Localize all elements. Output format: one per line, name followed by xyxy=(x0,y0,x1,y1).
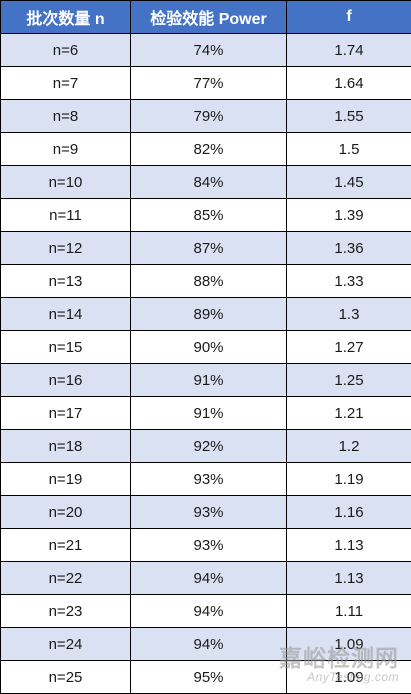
table-row: n=19 93% 1.19 xyxy=(0,462,411,496)
cell-power: 74% xyxy=(130,33,287,67)
cell-power: 88% xyxy=(130,264,287,298)
cell-batch-count: n=7 xyxy=(0,66,131,100)
cell-f: 1.5 xyxy=(286,132,411,166)
table-row: n=14 89% 1.3 xyxy=(0,297,411,331)
table-row: n=21 93% 1.13 xyxy=(0,528,411,562)
table-row: n=23 94% 1.11 xyxy=(0,594,411,628)
table-row: n=12 87% 1.36 xyxy=(0,231,411,265)
cell-power: 91% xyxy=(130,396,287,430)
cell-f: 1.11 xyxy=(286,594,411,628)
table-row: n=8 79% 1.55 xyxy=(0,99,411,133)
cell-f: 1.19 xyxy=(286,462,411,496)
cell-f: 1.27 xyxy=(286,330,411,364)
table-row: n=24 94% 1.09 xyxy=(0,627,411,661)
cell-power: 89% xyxy=(130,297,287,331)
cell-batch-count: n=6 xyxy=(0,33,131,67)
cell-power: 94% xyxy=(130,561,287,595)
cell-f: 1.45 xyxy=(286,165,411,199)
cell-batch-count: n=11 xyxy=(0,198,131,232)
table-row: n=11 85% 1.39 xyxy=(0,198,411,232)
cell-power: 94% xyxy=(130,594,287,628)
cell-batch-count: n=13 xyxy=(0,264,131,298)
header-row: 批次数量 n 检验效能 Power f xyxy=(0,0,411,34)
cell-f: 1.36 xyxy=(286,231,411,265)
cell-f: 1.21 xyxy=(286,396,411,430)
cell-power: 90% xyxy=(130,330,287,364)
cell-power: 93% xyxy=(130,528,287,562)
cell-power: 77% xyxy=(130,66,287,100)
cell-batch-count: n=8 xyxy=(0,99,131,133)
header-power: 检验效能 Power xyxy=(130,0,287,34)
cell-batch-count: n=23 xyxy=(0,594,131,628)
header-f: f xyxy=(286,0,411,34)
cell-batch-count: n=19 xyxy=(0,462,131,496)
table-row: n=15 90% 1.27 xyxy=(0,330,411,364)
cell-power: 91% xyxy=(130,363,287,397)
cell-batch-count: n=16 xyxy=(0,363,131,397)
cell-f: 1.64 xyxy=(286,66,411,100)
table-row: n=9 82% 1.5 xyxy=(0,132,411,166)
table-row: n=10 84% 1.45 xyxy=(0,165,411,199)
cell-power: 95% xyxy=(130,660,287,694)
cell-f: 1.25 xyxy=(286,363,411,397)
cell-f: 1.3 xyxy=(286,297,411,331)
table-body: n=6 74% 1.74 n=7 77% 1.64 n=8 79% 1.55 n=9 82% 1.5 n… xyxy=(0,33,411,694)
cell-batch-count: n=17 xyxy=(0,396,131,430)
cell-batch-count: n=14 xyxy=(0,297,131,331)
table-row: n=18 92% 1.2 xyxy=(0,429,411,463)
cell-f: 1.55 xyxy=(286,99,411,133)
cell-power: 82% xyxy=(130,132,287,166)
table-row: n=6 74% 1.74 xyxy=(0,33,411,67)
cell-batch-count: n=25 xyxy=(0,660,131,694)
table-row: n=25 95% 1.09 xyxy=(0,660,411,694)
cell-batch-count: n=12 xyxy=(0,231,131,265)
table-row: n=17 91% 1.21 xyxy=(0,396,411,430)
cell-f: 1.2 xyxy=(286,429,411,463)
cell-f: 1.09 xyxy=(286,660,411,694)
table-row: n=20 93% 1.16 xyxy=(0,495,411,529)
cell-batch-count: n=18 xyxy=(0,429,131,463)
cell-batch-count: n=9 xyxy=(0,132,131,166)
cell-f: 1.74 xyxy=(286,33,411,67)
table-row: n=22 94% 1.13 xyxy=(0,561,411,595)
cell-power: 94% xyxy=(130,627,287,661)
cell-batch-count: n=20 xyxy=(0,495,131,529)
cell-power: 84% xyxy=(130,165,287,199)
cell-power: 85% xyxy=(130,198,287,232)
table-row: n=13 88% 1.33 xyxy=(0,264,411,298)
cell-f: 1.39 xyxy=(286,198,411,232)
header-batch-count: 批次数量 n xyxy=(0,0,131,34)
cell-batch-count: n=15 xyxy=(0,330,131,364)
cell-power: 93% xyxy=(130,495,287,529)
cell-batch-count: n=24 xyxy=(0,627,131,661)
table-row: n=16 91% 1.25 xyxy=(0,363,411,397)
cell-f: 1.33 xyxy=(286,264,411,298)
cell-batch-count: n=22 xyxy=(0,561,131,595)
cell-batch-count: n=10 xyxy=(0,165,131,199)
cell-power: 87% xyxy=(130,231,287,265)
cell-f: 1.09 xyxy=(286,627,411,661)
cell-f: 1.13 xyxy=(286,528,411,562)
table-row: n=7 77% 1.64 xyxy=(0,66,411,100)
cell-power: 92% xyxy=(130,429,287,463)
cell-f: 1.16 xyxy=(286,495,411,529)
cell-batch-count: n=21 xyxy=(0,528,131,562)
cell-f: 1.13 xyxy=(286,561,411,595)
cell-power: 79% xyxy=(130,99,287,133)
cell-power: 93% xyxy=(130,462,287,496)
